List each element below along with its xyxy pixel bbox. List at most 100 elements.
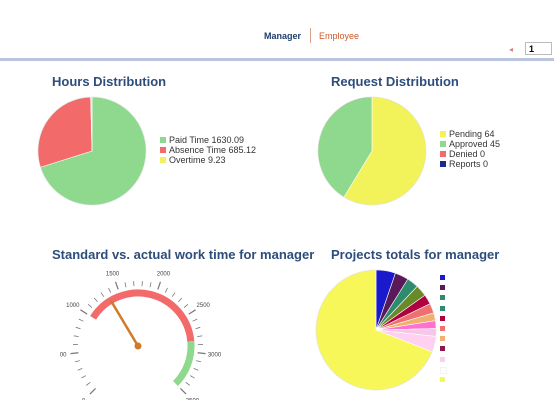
projects-slice-10 xyxy=(315,269,433,391)
gauge-minor-tick xyxy=(189,375,195,379)
gauge-minor-tick xyxy=(197,335,203,338)
gauge-minor-tick xyxy=(75,326,81,330)
requests-legend-swatch xyxy=(440,151,446,157)
projects-legend-swatch xyxy=(440,305,445,311)
hours-legend-item: Overtime 9.23 xyxy=(160,155,256,165)
work-time-gauge: 0 500 1000 1500 2000 2500 3000 3500 xyxy=(60,271,222,400)
gauge-minor-tick xyxy=(183,304,189,308)
gauge-band-1 xyxy=(172,340,195,386)
requests-legend-label: Approved 45 xyxy=(449,139,501,149)
hours-distribution-title: Hours Distribution xyxy=(52,74,167,89)
projects-legend-swatch xyxy=(440,346,445,352)
requests-legend-label: Reports 0 xyxy=(449,159,489,169)
gauge-band-0 xyxy=(90,289,195,342)
hours-legend-label: Overtime 9.23 xyxy=(169,155,226,165)
hours-pie-chart xyxy=(37,96,147,206)
gauge-minor-tick xyxy=(178,297,183,302)
gauge-major-tick xyxy=(197,352,206,355)
gauge-minor-tick xyxy=(108,287,112,293)
gauge-tick-label: 2500 xyxy=(197,303,211,309)
hours-legend-label: Absence Time 685.12 xyxy=(169,145,257,155)
projects-legend-swatch xyxy=(440,285,445,291)
hours-legend-swatch xyxy=(160,137,166,143)
gauge-minor-tick xyxy=(124,282,127,288)
gauge-minor-tick xyxy=(171,292,176,297)
hours-legend-swatch xyxy=(160,157,166,163)
hours-legend-label: Paid Time 1630.09 xyxy=(169,135,245,145)
requests-legend-label: Pending 64 xyxy=(449,129,495,139)
gauge-minor-tick xyxy=(195,326,201,330)
request-legend: Pending 64 Approved 45 Denied 0 Reports 0 xyxy=(440,129,500,169)
gauge-major-tick xyxy=(70,352,79,355)
gauge-needle-hub xyxy=(134,342,142,350)
projects-legend-swatch xyxy=(440,356,445,362)
gauge-tick-label: 3500 xyxy=(186,398,200,400)
projects-pie-chart xyxy=(315,269,437,391)
hours-legend-swatch xyxy=(160,147,166,153)
gauge-major-tick xyxy=(180,388,187,395)
projects-outline xyxy=(315,269,437,391)
hours-slice-0 xyxy=(40,96,147,206)
gauge-minor-tick xyxy=(100,292,105,297)
gauge-needle xyxy=(110,300,140,348)
request-pie-chart xyxy=(317,96,427,206)
requests-legend-swatch xyxy=(440,131,446,137)
tab-separator xyxy=(310,28,311,43)
projects-legend-swatch xyxy=(440,366,447,374)
gauge-minor-tick xyxy=(78,318,84,322)
previous-page-arrow-icon[interactable]: ◂ xyxy=(509,45,514,54)
projects-legend-swatch xyxy=(440,315,445,321)
requests-legend-swatch xyxy=(440,161,446,167)
gauge-minor-tick xyxy=(86,382,91,386)
header-divider xyxy=(0,58,554,61)
gauge-minor-tick xyxy=(193,367,199,371)
gauge-minor-tick xyxy=(73,335,79,338)
hours-outline xyxy=(37,96,147,206)
gauge-tick-label: 1000 xyxy=(66,303,80,309)
gauge-minor-tick xyxy=(192,318,198,322)
hours-legend-item: Paid Time 1630.09 xyxy=(160,135,256,145)
requests-legend-label: Denied 0 xyxy=(449,149,486,159)
requests-legend-item: Reports 0 xyxy=(440,159,500,169)
projects-legend-swatch xyxy=(440,336,445,342)
gauge-major-tick xyxy=(188,309,196,315)
gauge-minor-tick xyxy=(93,297,98,302)
hours-slice-1 xyxy=(37,96,93,168)
gauge-minor-tick xyxy=(149,282,152,288)
hours-legend-item: Absence Time 685.12 xyxy=(160,145,256,155)
gauge-minor-tick xyxy=(185,382,190,386)
tab-manager[interactable]: Manager xyxy=(264,31,302,41)
gauge-minor-tick xyxy=(87,304,93,308)
projects-legend-swatch xyxy=(440,275,445,280)
projects-title: Projects totals for manager xyxy=(331,247,500,262)
requests-slice-1 xyxy=(317,96,373,198)
gauge-minor-tick xyxy=(81,375,87,379)
page-number-input[interactable] xyxy=(525,42,552,55)
requests-slice-0 xyxy=(343,96,427,206)
projects-legend-swatch xyxy=(440,295,445,301)
top-bar: Manager Employee ◂ xyxy=(0,0,554,62)
projects-legend-swatch xyxy=(440,326,445,331)
gauge-tick-label: 2000 xyxy=(157,271,171,277)
gauge-minor-tick xyxy=(74,360,80,363)
requests-outline xyxy=(317,96,427,206)
gauge-title: Standard vs. actual work time for manage… xyxy=(52,247,315,262)
gauge-tick-label: 1500 xyxy=(106,271,120,277)
hours-legend: Paid Time 1630.09 Absence Time 685.12 Over… xyxy=(160,135,256,165)
gauge-major-tick xyxy=(89,388,96,395)
gauge-major-tick xyxy=(80,309,88,315)
requests-legend-item: Approved 45 xyxy=(440,139,500,149)
gauge-tick-label: 3000 xyxy=(208,353,222,359)
hours-slice-2 xyxy=(90,96,93,152)
gauge-tick-label: 500 xyxy=(60,353,67,359)
gauge-minor-tick xyxy=(77,367,83,371)
gauge-minor-tick xyxy=(164,287,168,293)
tab-employee[interactable]: Employee xyxy=(319,31,360,41)
projects-legend-swatch xyxy=(440,377,445,382)
requests-legend-item: Pending 64 xyxy=(440,129,500,139)
gauge-minor-tick xyxy=(196,360,202,363)
request-distribution-title: Request Distribution xyxy=(331,74,459,89)
gauge-tick-label: 0 xyxy=(82,398,86,400)
requests-legend-swatch xyxy=(440,141,446,147)
requests-legend-item: Denied 0 xyxy=(440,149,500,159)
